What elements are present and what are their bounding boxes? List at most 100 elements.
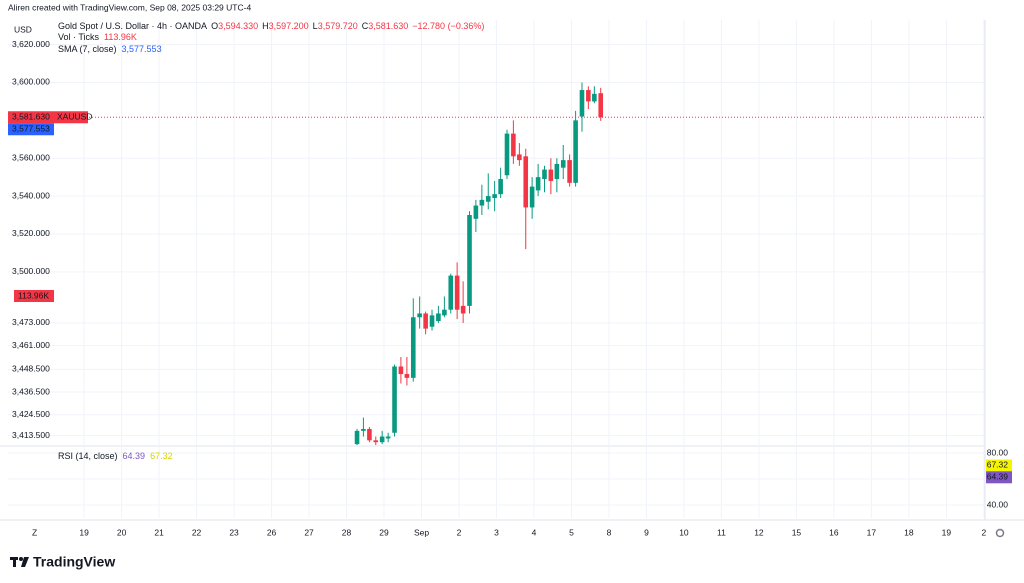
candle-body	[367, 428, 372, 441]
candle-body	[485, 196, 491, 202]
candle-body	[535, 177, 541, 191]
title: Gold Spot / U.S. Dollar · 4h · OANDA	[58, 21, 207, 31]
ohlc-key: O	[211, 21, 218, 31]
candle-body	[442, 309, 447, 316]
x-tick-label: 19	[79, 527, 89, 537]
candle-body	[548, 169, 554, 181]
y-tick-label: 3,620.000	[12, 39, 50, 49]
ohlc-key: H	[262, 21, 269, 31]
candle-body	[392, 366, 397, 433]
candle-body	[504, 133, 510, 176]
sma-legend: SMA (7, close) 3,577.553	[58, 44, 162, 54]
volume-value: 113.96K	[104, 32, 137, 42]
candle-body	[592, 93, 597, 102]
candle-body	[410, 317, 416, 378]
x-tick-label: 20	[117, 527, 127, 537]
x-tick-label: 16	[829, 527, 839, 537]
y-tick-label: 3,540.000	[12, 190, 50, 200]
candle-body	[529, 186, 535, 208]
candle-body	[492, 194, 497, 198]
y-tick-label: 3,600.000	[12, 77, 50, 87]
rsi-tick-label: 40.00	[987, 499, 1009, 509]
candle-body	[454, 275, 460, 310]
y-tick-label: 3,424.500	[12, 409, 50, 419]
candle-body	[436, 313, 441, 322]
x-tick-label: 15	[792, 527, 802, 537]
sma-axis-label: 3,577.553	[12, 124, 50, 134]
x-tick-label: 23	[229, 527, 239, 537]
x-tick-label: 4	[532, 527, 537, 537]
price-label: 3,581.630	[12, 112, 50, 122]
y-tick-label: 3,413.500	[12, 430, 50, 440]
sma-label-bg	[8, 123, 54, 136]
x-tick-label: 26	[267, 527, 277, 537]
volume-axis-label: 113.96K	[18, 290, 49, 300]
candle-body	[498, 179, 503, 195]
candle-body	[586, 90, 591, 102]
candle-body	[511, 133, 516, 157]
logo	[10, 557, 29, 567]
change: −12.780 (−0.36%)	[412, 21, 484, 31]
x-tick-label: 12	[754, 527, 764, 537]
candle-body	[479, 199, 485, 206]
candle-body	[573, 120, 578, 183]
ohlc-key: C	[362, 21, 369, 31]
x-tick-label: 22	[192, 527, 202, 537]
volume-name: Vol · Ticks	[58, 32, 100, 42]
ohlc-value: 3,597.200	[269, 21, 309, 31]
ohlc-value: 3,594.330	[218, 21, 258, 31]
x-tick-label: 21	[154, 527, 164, 537]
rsi-legend: RSI (14, close) 64.39 67.32	[58, 451, 173, 461]
x-tick-label: 17	[867, 527, 877, 537]
zoom-icon[interactable]: Z	[32, 527, 37, 537]
candle-body	[385, 436, 391, 439]
candle-body	[567, 160, 572, 183]
candle-body	[542, 169, 547, 180]
rsi-label-bg	[986, 459, 1012, 472]
ohlc-value: 3,579.720	[318, 21, 358, 31]
settings-icon[interactable]	[995, 528, 1005, 538]
x-tick-label: 8	[607, 527, 612, 537]
x-tick-label: 27	[304, 527, 314, 537]
rsi-value: 67.32	[150, 451, 173, 461]
candle-body	[517, 154, 522, 161]
candle-body	[560, 160, 566, 168]
candle-body	[423, 313, 428, 329]
candle-body	[398, 366, 404, 375]
y-tick-label: 3,500.000	[12, 266, 50, 276]
sma-value: 3,577.553	[122, 44, 162, 54]
x-tick-label: 18	[904, 527, 914, 537]
candle-body	[554, 163, 560, 180]
symbol-label: XAUUSD	[57, 112, 92, 122]
y-tick-label: 3,448.500	[12, 364, 50, 374]
x-tick-label: 5	[569, 527, 574, 537]
x-tick-label: 3	[494, 527, 499, 537]
y-tick-label: 3,461.000	[12, 340, 50, 350]
x-tick-label: 29	[379, 527, 389, 537]
x-tick-label: 28	[342, 527, 352, 537]
price-label-bg	[8, 111, 54, 124]
x-tick-label: 2	[457, 527, 462, 537]
rsi-label-bg	[986, 471, 1012, 484]
candle-body	[460, 305, 466, 314]
symbol-label-bg	[54, 111, 88, 124]
x-tick-label: 2	[982, 527, 987, 537]
volume-legend: Vol · Ticks 113.96K	[58, 32, 137, 42]
candle-body	[448, 275, 454, 310]
y-tick-label: 3,560.000	[12, 152, 50, 162]
legend-title: Gold Spot / U.S. Dollar · 4h · OANDA O3,5…	[58, 21, 484, 31]
candle-body	[598, 93, 604, 118]
rsi-name: RSI (14, close)	[58, 451, 118, 461]
x-tick-label: 11	[717, 527, 726, 537]
candle-body	[523, 156, 529, 208]
rsi-value: 64.39	[123, 451, 146, 461]
rsi-axis-label: 67.32	[987, 460, 1009, 470]
candle-body	[579, 90, 585, 117]
candle-body	[379, 436, 385, 443]
candle-body	[429, 315, 435, 327]
candle-body	[373, 440, 379, 443]
currency: USD	[14, 24, 32, 34]
